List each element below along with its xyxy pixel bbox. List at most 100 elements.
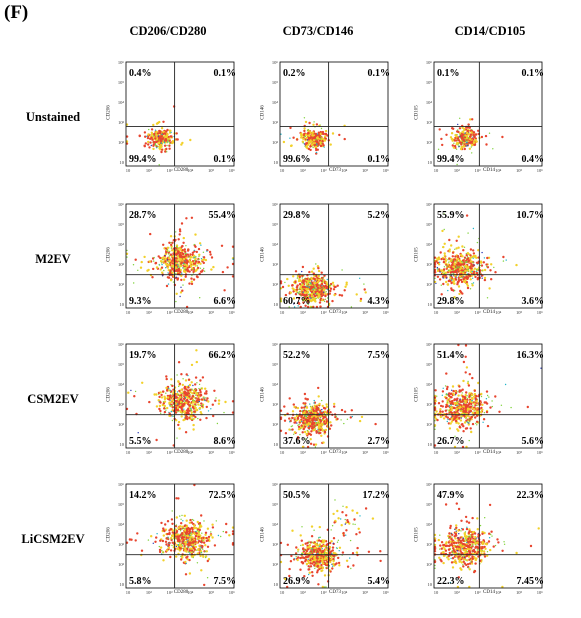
event-dot <box>472 227 475 230</box>
event-dot <box>450 275 452 277</box>
event-dot <box>333 402 336 406</box>
event-dot <box>446 265 448 267</box>
event-dot <box>337 561 341 565</box>
event-dot <box>315 274 318 278</box>
event-dot <box>303 129 306 133</box>
event-dot <box>444 385 447 387</box>
event-dot <box>207 410 210 412</box>
quadrant-top-left-percent: 51.4% <box>437 350 465 361</box>
event-dot <box>437 268 439 270</box>
event-dot <box>308 141 311 145</box>
event-dot <box>181 289 184 292</box>
event-dot <box>162 529 165 532</box>
event-dot <box>468 439 470 442</box>
event-dot <box>322 138 325 141</box>
x-tick-label: 10 <box>280 310 285 315</box>
event-dot <box>467 268 470 270</box>
event-dot <box>490 278 493 281</box>
event-dot <box>481 403 484 406</box>
event-dot <box>307 303 309 306</box>
event-dot <box>454 435 456 437</box>
event-dot <box>293 405 296 409</box>
event-dot <box>178 549 181 552</box>
dot-plot-csm2ev-cd206-cd280: 10 10 10² 10² 10³ 10³ 10⁴ 10⁴ 10⁵ 10⁵ 10⁶ 10⁶ CD280 C… <box>107 340 238 458</box>
event-dot <box>194 540 197 543</box>
event-dot <box>166 151 168 153</box>
event-dot <box>203 520 205 522</box>
event-dot <box>486 266 488 268</box>
event-dot <box>175 132 178 135</box>
event-dot <box>458 259 462 262</box>
event-dot <box>437 148 440 150</box>
event-dot <box>194 388 196 391</box>
event-dot <box>452 279 456 283</box>
event-dot <box>150 144 152 147</box>
y-tick-label: 10⁵ <box>118 222 125 227</box>
event-dot <box>297 293 300 295</box>
event-dot <box>200 387 202 389</box>
event-dot <box>450 408 453 412</box>
event-dot <box>210 268 213 271</box>
event-dot <box>206 545 210 548</box>
event-dot <box>453 411 456 414</box>
event-dot <box>174 264 178 267</box>
event-dot <box>305 293 308 297</box>
event-dot <box>187 248 190 251</box>
event-dot <box>540 367 542 369</box>
x-tick-label: 10² <box>454 450 461 455</box>
event-dot <box>450 132 454 135</box>
event-dot <box>163 397 167 401</box>
event-dot <box>197 535 200 538</box>
event-dot <box>148 128 150 131</box>
event-dot <box>306 280 310 283</box>
event-dot <box>161 271 164 274</box>
event-dot <box>136 532 139 535</box>
event-dot <box>459 419 463 422</box>
quadrant-top-left-percent: 19.7% <box>129 350 157 361</box>
event-dot <box>470 131 473 134</box>
event-dot <box>301 140 304 143</box>
event-dot <box>310 430 313 433</box>
y-tick-label: 10⁶ <box>272 202 279 207</box>
event-dot <box>150 128 154 131</box>
event-dot <box>177 526 180 530</box>
x-tick-label: 10⁶ <box>537 450 544 455</box>
quadrant-top-right-percent: 0.1% <box>367 68 391 79</box>
event-dot <box>308 293 310 295</box>
event-dot <box>225 531 228 534</box>
event-dot <box>468 419 470 421</box>
event-dot <box>329 287 333 290</box>
quadrant-bottom-right-percent: 3.6% <box>521 296 545 307</box>
event-dot <box>443 254 447 257</box>
quadrant-top-right-percent: 7.5% <box>367 350 391 361</box>
event-dot <box>470 146 472 148</box>
y-tick-label: 10⁶ <box>426 342 433 347</box>
event-dot <box>302 142 304 144</box>
event-dot <box>312 146 314 149</box>
event-dot <box>449 271 452 274</box>
event-dot <box>152 123 155 127</box>
event-dot <box>172 252 175 255</box>
event-dot <box>170 390 173 393</box>
event-dot <box>454 255 457 258</box>
event-dot <box>451 385 455 388</box>
event-dot <box>312 267 315 270</box>
event-dot <box>312 409 315 413</box>
event-dot <box>295 288 299 291</box>
event-dot <box>355 533 358 536</box>
event-dot <box>317 386 320 390</box>
event-dot <box>454 248 456 250</box>
event-dot <box>180 405 184 408</box>
event-dot <box>308 134 311 138</box>
quadrant-bottom-right-percent: 0.1% <box>213 154 237 165</box>
event-dot <box>325 283 329 286</box>
event-dot <box>185 399 188 402</box>
event-dot <box>320 422 324 425</box>
event-dot <box>177 423 180 427</box>
event-dot <box>125 407 129 411</box>
event-dot <box>475 422 477 424</box>
event-dot <box>203 541 206 544</box>
event-dot <box>492 148 494 150</box>
event-dot <box>220 535 222 538</box>
event-dot <box>462 407 465 410</box>
